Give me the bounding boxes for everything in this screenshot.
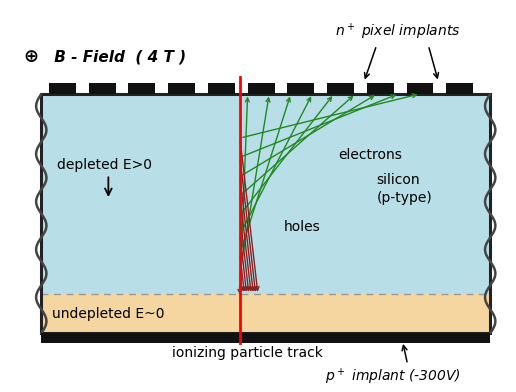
Bar	[89, 83, 116, 94]
Bar	[248, 83, 275, 94]
Bar	[327, 83, 354, 94]
Bar	[41, 294, 490, 333]
Bar	[41, 94, 490, 294]
Bar	[407, 83, 433, 94]
Text: (p-type): (p-type)	[377, 191, 432, 205]
Text: holes: holes	[284, 220, 320, 234]
Text: silicon: silicon	[377, 173, 421, 187]
Bar	[41, 94, 490, 333]
Text: depleted E>0: depleted E>0	[57, 158, 152, 172]
Text: undepleted E~0: undepleted E~0	[52, 307, 164, 321]
Text: B - Field  ( 4 T ): B - Field ( 4 T )	[49, 49, 186, 64]
Bar	[41, 333, 490, 343]
Text: $n^+$ pixel implants: $n^+$ pixel implants	[335, 21, 461, 42]
Bar	[49, 83, 76, 94]
Text: $p^+$ implant (-300V): $p^+$ implant (-300V)	[325, 367, 461, 387]
Text: ⊕: ⊕	[23, 48, 38, 66]
Bar	[168, 83, 195, 94]
Bar	[287, 83, 314, 94]
Bar	[208, 83, 235, 94]
Bar	[367, 83, 394, 94]
Bar	[446, 83, 473, 94]
Bar	[128, 83, 155, 94]
Text: electrons: electrons	[338, 148, 402, 162]
Text: ionizing particle track: ionizing particle track	[172, 346, 323, 360]
